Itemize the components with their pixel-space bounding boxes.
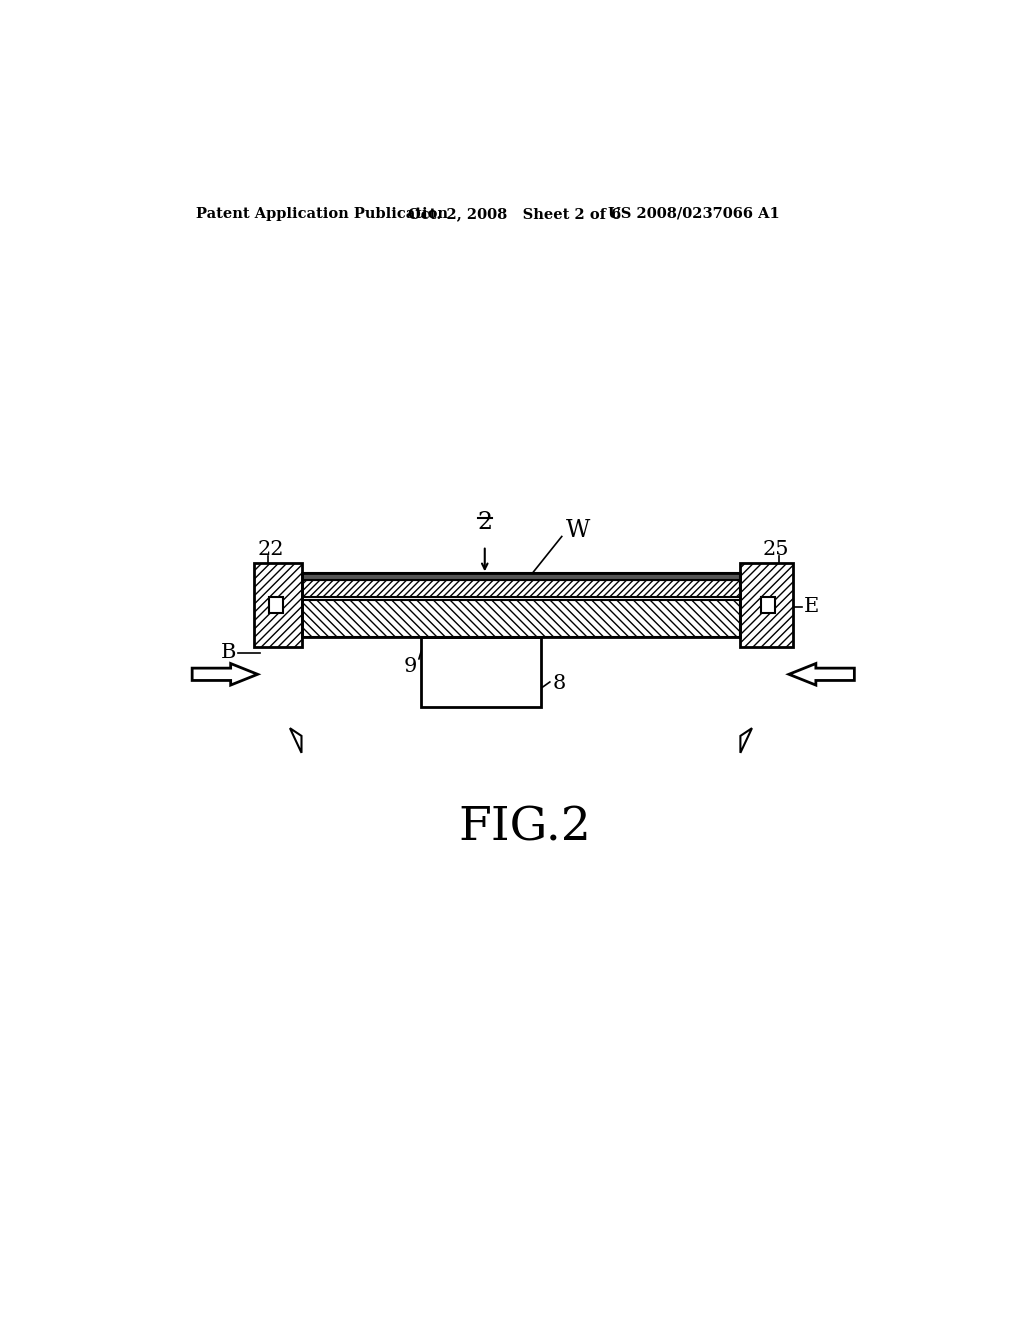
Bar <box>421 638 541 706</box>
Polygon shape <box>788 664 854 685</box>
Text: E: E <box>804 597 819 616</box>
Text: US 2008/0237066 A1: US 2008/0237066 A1 <box>608 207 779 220</box>
Polygon shape <box>290 729 301 752</box>
Text: 9: 9 <box>404 657 418 676</box>
Bar <box>301 573 740 638</box>
Text: W: W <box>565 519 590 541</box>
Text: 8: 8 <box>552 675 565 693</box>
Polygon shape <box>193 664 258 685</box>
Bar <box>761 597 775 614</box>
Bar <box>301 581 740 598</box>
Text: 22: 22 <box>258 540 284 560</box>
Text: 25: 25 <box>763 540 788 560</box>
Bar <box>269 597 283 614</box>
Bar <box>301 599 740 638</box>
Bar <box>254 564 301 647</box>
Text: FIG.2: FIG.2 <box>459 805 591 851</box>
Bar <box>301 573 740 581</box>
Bar <box>740 564 793 647</box>
Text: B: B <box>221 643 237 663</box>
Text: Patent Application Publication: Patent Application Publication <box>196 207 449 220</box>
Text: 2: 2 <box>477 511 493 535</box>
Polygon shape <box>740 729 752 752</box>
Text: Oct. 2, 2008   Sheet 2 of 6: Oct. 2, 2008 Sheet 2 of 6 <box>408 207 621 220</box>
